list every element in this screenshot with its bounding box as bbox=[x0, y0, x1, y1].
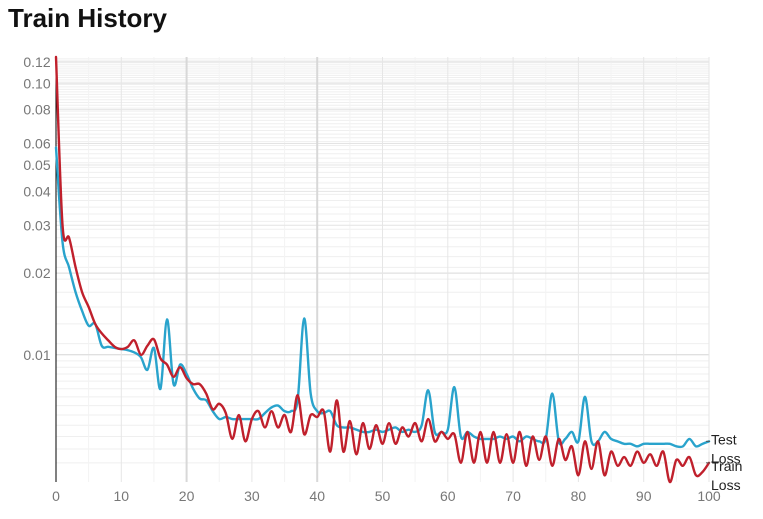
test-loss-line bbox=[54, 146, 711, 449]
test-loss-end-label: Test Loss bbox=[711, 431, 741, 466]
x-tick-label: 90 bbox=[636, 488, 652, 504]
x-tick-label: 60 bbox=[440, 488, 456, 504]
x-tick-label: 50 bbox=[375, 488, 391, 504]
y-tick-label: 0.12 bbox=[23, 54, 50, 70]
y-tick-label: 0.01 bbox=[23, 347, 50, 363]
y-tick-label: 0.02 bbox=[23, 265, 50, 281]
x-tick-label: 70 bbox=[505, 488, 521, 504]
x-tick-label: 30 bbox=[244, 488, 260, 504]
series-lines bbox=[54, 55, 711, 484]
test-loss-end-label-line: Loss bbox=[711, 450, 741, 466]
y-tick-label: 0.03 bbox=[23, 217, 50, 233]
x-tick-label: 10 bbox=[114, 488, 130, 504]
test-loss-end-label-line: Test bbox=[711, 431, 737, 447]
x-tick-label: 20 bbox=[179, 488, 195, 504]
y-tick-label: 0.10 bbox=[23, 75, 50, 91]
grid bbox=[55, 57, 710, 482]
chart-title: Train History bbox=[8, 3, 167, 33]
train-loss-end-label-line: Train bbox=[711, 458, 742, 474]
y-tick-label: 0.05 bbox=[23, 157, 50, 173]
y-tick-label: 0.06 bbox=[23, 136, 50, 152]
x-tick-label: 0 bbox=[52, 488, 60, 504]
axes: 0.01 0.02 0.03 0.04 0.05 0.06 0.08 0.10 0.12 0 10 2… bbox=[23, 54, 721, 504]
y-tick-label: 0.08 bbox=[23, 102, 50, 118]
train-loss-end-label: Train Loss bbox=[711, 458, 742, 493]
train-loss-line bbox=[54, 55, 711, 484]
train-loss-end-label-line: Loss bbox=[711, 477, 741, 493]
y-tick-label: 0.04 bbox=[23, 183, 50, 199]
x-tick-label: 80 bbox=[571, 488, 587, 504]
x-tick-label: 100 bbox=[697, 488, 721, 504]
x-tick-label: 40 bbox=[309, 488, 325, 504]
